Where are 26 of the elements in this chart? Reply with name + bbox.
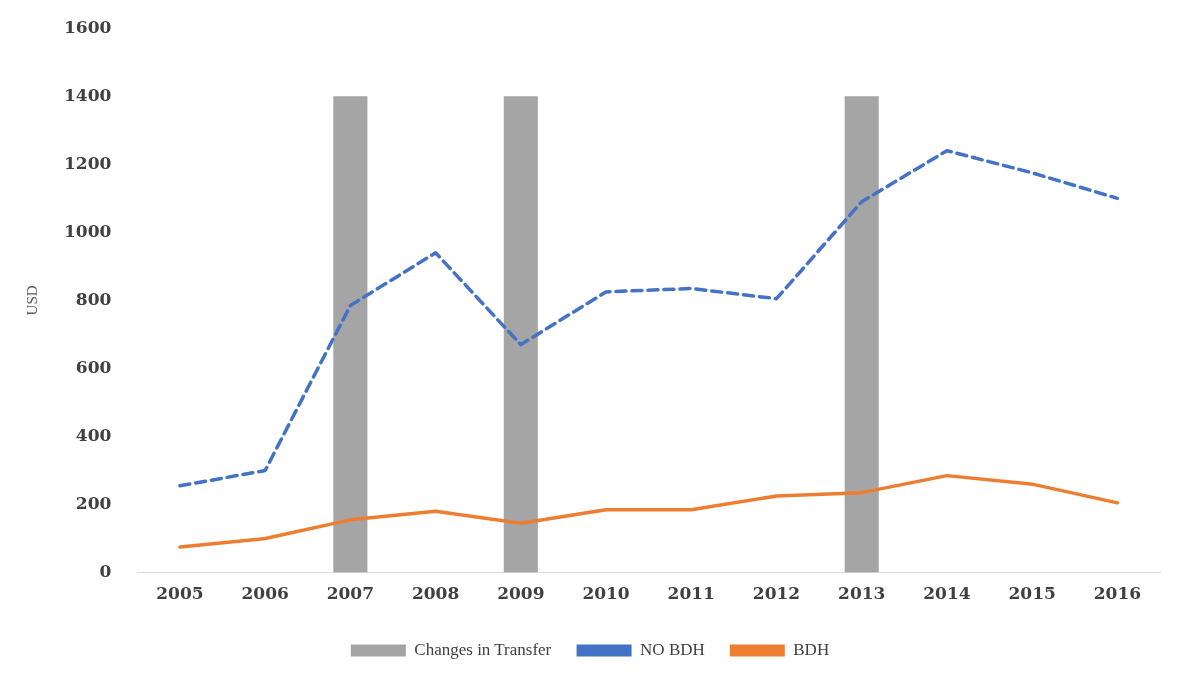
x-tick-label: 2006 bbox=[241, 583, 289, 604]
legend-label: Changes in Transfer bbox=[414, 639, 552, 659]
x-tick-label: 2009 bbox=[497, 583, 545, 604]
x-tick-label: 2005 bbox=[156, 583, 204, 604]
x-tick-label: 2010 bbox=[582, 583, 630, 604]
x-tick-label: 2008 bbox=[411, 583, 460, 604]
y-tick-label: 0 bbox=[99, 561, 112, 582]
y-axis-title: USD bbox=[23, 285, 40, 316]
x-tick-label: 2016 bbox=[1093, 583, 1142, 604]
x-tick-label: 2007 bbox=[326, 583, 375, 604]
x-tick-label: 2014 bbox=[923, 583, 971, 604]
y-tick-label: 600 bbox=[75, 356, 112, 377]
y-tick-label: 800 bbox=[75, 288, 112, 309]
legend-label: NO BDH bbox=[640, 639, 705, 659]
x-tick-label: 2011 bbox=[667, 583, 715, 604]
y-tick-label: 200 bbox=[75, 492, 112, 513]
x-tick-label: 2015 bbox=[1008, 583, 1056, 604]
y-tick-label: 1000 bbox=[63, 220, 112, 241]
y-tick-label: 1400 bbox=[63, 84, 112, 105]
y-tick-label: 400 bbox=[75, 424, 112, 445]
legend-label: BDH bbox=[793, 639, 830, 659]
line-series bbox=[178, 148, 1120, 488]
x-tick-label: 2013 bbox=[838, 583, 886, 604]
y-tick-label: 1600 bbox=[63, 16, 112, 37]
y-tick-label: 1200 bbox=[63, 152, 112, 173]
x-tick-label: 2012 bbox=[752, 583, 801, 604]
